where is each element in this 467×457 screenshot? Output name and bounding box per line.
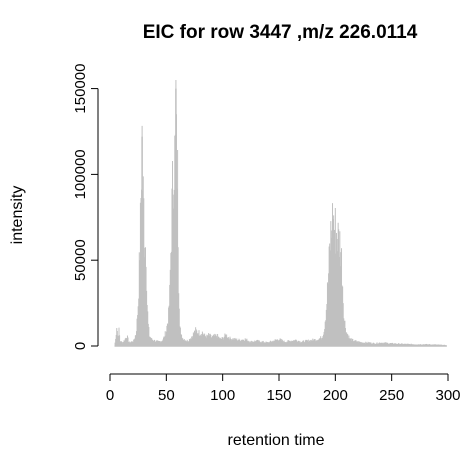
x-tick-label: 50 [158,387,175,404]
x-tick-label: 200 [323,387,348,404]
x-tick-label: 0 [106,387,114,404]
chart-title: EIC for row 3447 ,m/z 226.0114 [143,22,418,43]
x-tick-label: 100 [210,387,235,404]
x-tick-label: 250 [379,387,404,404]
x-tick-label: 150 [266,387,291,404]
y-tick-label: 150000 [72,64,89,114]
y-tick-label: 0 [72,342,89,350]
y-tick-label: 100000 [72,149,89,199]
axes: 0 50 100 150 200 250 300 0 50000 100000 150000 [72,64,461,404]
x-axis-label: retention time [228,432,325,449]
y-axis-label: intensity [9,186,26,245]
bar-series [114,80,447,347]
y-tick-label: 50000 [72,239,89,281]
x-tick-label: 300 [435,387,460,404]
